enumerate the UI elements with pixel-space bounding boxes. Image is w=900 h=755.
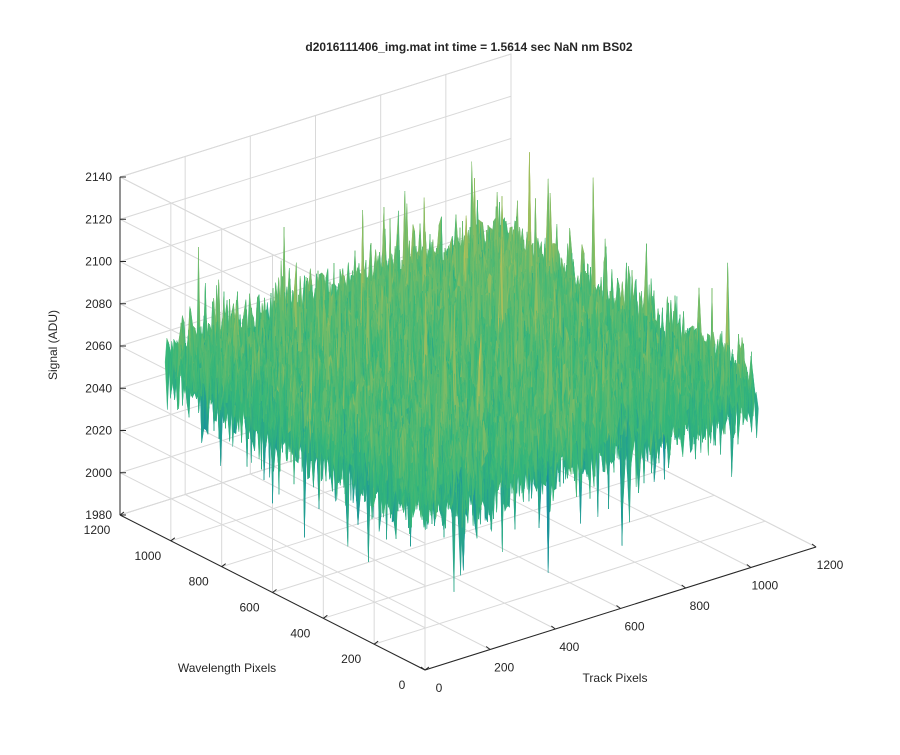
surface-plot: 0200400600800100012000200400600800100012… [0, 0, 900, 750]
